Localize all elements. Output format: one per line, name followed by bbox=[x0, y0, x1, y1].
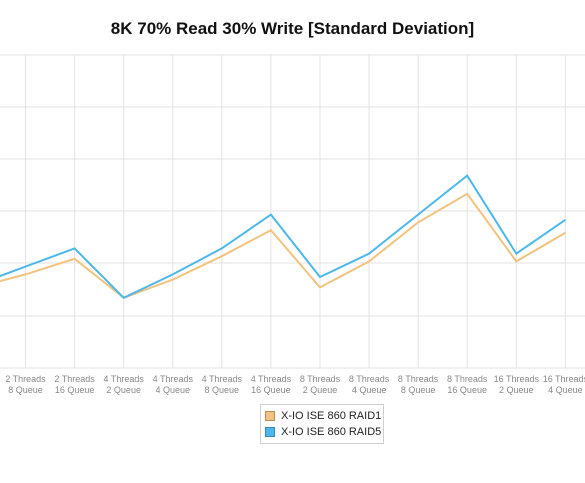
x-tick-label: 8 Threads bbox=[447, 374, 488, 384]
legend-label-raid1: X-IO ISE 860 RAID1 bbox=[281, 410, 382, 422]
series-line-raid1 bbox=[0, 192, 566, 299]
chart-title: 8K 70% Read 30% Write [Standard Deviatio… bbox=[110, 19, 475, 38]
legend-swatch-raid5 bbox=[265, 427, 275, 437]
x-tick-label: 4 Queue bbox=[156, 385, 191, 395]
x-tick-label: 16 Queue bbox=[251, 385, 291, 395]
legend: X-IO ISE 860 RAID1 X-IO ISE 860 RAID5 bbox=[260, 404, 384, 444]
legend-label-raid5: X-IO ISE 860 RAID5 bbox=[281, 426, 382, 438]
legend-swatch-raid1 bbox=[265, 411, 275, 421]
x-tick-label: 2 Queue bbox=[499, 385, 534, 395]
x-tick-label: 4 Queue bbox=[352, 385, 387, 395]
x-tick-label: 8 Threads bbox=[349, 374, 390, 384]
x-tick-label: 16 Threads bbox=[494, 374, 540, 384]
x-tick-label: 2 Threads bbox=[5, 374, 46, 384]
x-tick-label: 8 Queue bbox=[205, 385, 240, 395]
x-tick-label: 8 Queue bbox=[401, 385, 436, 395]
x-tick-label: 8 Threads bbox=[398, 374, 439, 384]
x-tick-label: 2 Threads bbox=[54, 374, 95, 384]
x-tick-label: 8 Threads bbox=[300, 374, 341, 384]
x-tick-label: 2 Queue bbox=[106, 385, 141, 395]
x-tick-label: 8 Queue bbox=[8, 385, 43, 395]
x-tick-label: 4 Threads bbox=[104, 374, 145, 384]
series-lines bbox=[0, 174, 566, 300]
x-tick-label: 16 Threads bbox=[543, 374, 585, 384]
series-line-raid5 bbox=[0, 174, 566, 300]
x-tick-label: 4 Queue bbox=[548, 385, 583, 395]
grid bbox=[0, 54, 585, 369]
x-tick-label: 16 Queue bbox=[55, 385, 95, 395]
x-tick-label: 4 Threads bbox=[153, 374, 194, 384]
legend-item-raid1[interactable]: X-IO ISE 860 RAID1 bbox=[265, 408, 382, 424]
x-tick-label: 4 Threads bbox=[202, 374, 243, 384]
legend-item-raid5[interactable]: X-IO ISE 860 RAID5 bbox=[265, 424, 382, 440]
x-tick-label: 16 Queue bbox=[447, 385, 487, 395]
x-tick-label: 2 Queue bbox=[303, 385, 338, 395]
x-tick-label: 4 Threads bbox=[251, 374, 292, 384]
